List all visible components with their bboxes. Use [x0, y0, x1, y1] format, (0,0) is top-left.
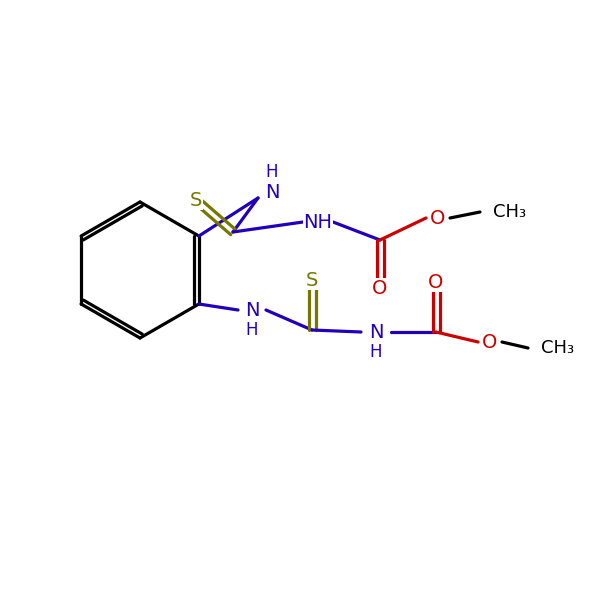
Text: S: S: [306, 271, 318, 289]
Text: N: N: [245, 301, 259, 319]
Text: S: S: [190, 191, 202, 209]
Text: O: O: [482, 332, 497, 352]
Text: H: H: [266, 163, 278, 181]
Text: O: O: [373, 278, 388, 298]
Text: O: O: [430, 208, 446, 227]
Text: CH₃: CH₃: [493, 203, 527, 221]
Text: H: H: [246, 321, 258, 339]
Text: CH₃: CH₃: [541, 339, 575, 357]
Text: O: O: [428, 272, 443, 292]
Text: N: N: [265, 182, 279, 202]
Text: H: H: [370, 343, 382, 361]
Text: N: N: [369, 323, 383, 341]
Text: NH: NH: [304, 212, 332, 232]
